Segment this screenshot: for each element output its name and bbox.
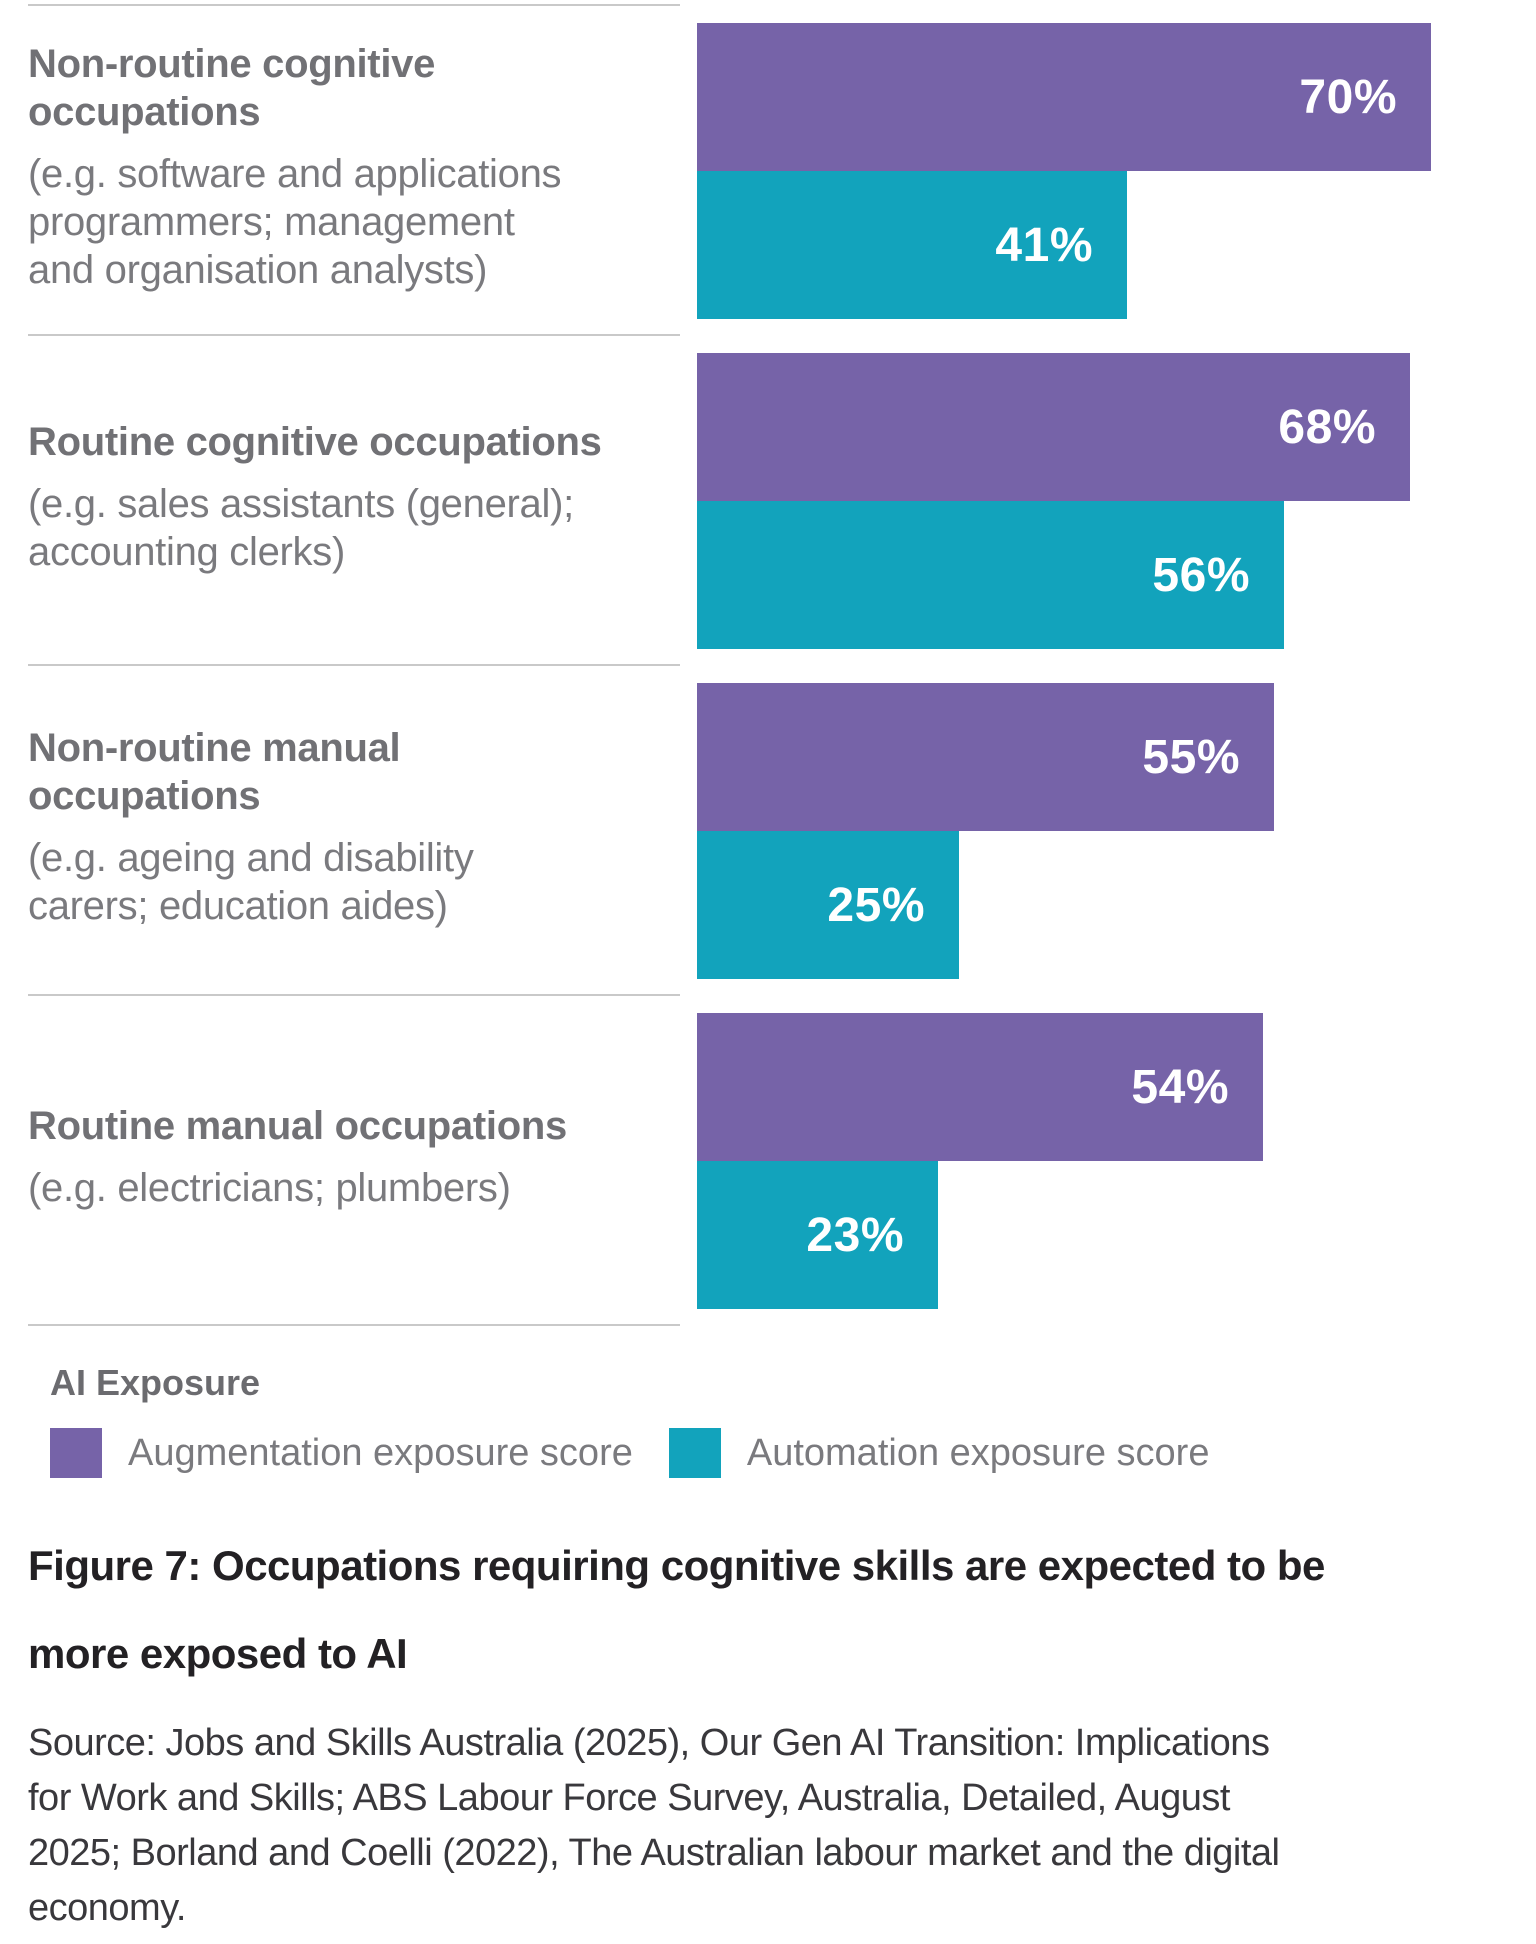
occupation-group-row: Non-routine cognitive occupations (e.g. s… xyxy=(28,4,1508,334)
automation-value-label: 25% xyxy=(827,878,925,932)
automation-bar: 56% xyxy=(697,501,1284,649)
augmentation-value-label: 68% xyxy=(1278,400,1376,454)
group-divider xyxy=(28,664,680,666)
augmentation-bar: 55% xyxy=(697,683,1274,831)
automation-value-label: 23% xyxy=(806,1208,904,1262)
legend-title: AI Exposure xyxy=(50,1362,261,1403)
category-title: Routine manual occupations xyxy=(28,1104,567,1148)
chart-groups: Non-routine cognitive occupations (e.g. s… xyxy=(28,4,1508,1324)
automation-bar: 25% xyxy=(697,831,959,979)
augmentation-bar: 68% xyxy=(697,353,1410,501)
category-title: Routine cognitive occupations xyxy=(28,420,602,464)
category-label: Non-routine manual occupations (e.g. agei… xyxy=(28,666,673,994)
legend-block: AI Exposure Augmentation exposure score … xyxy=(28,1362,1508,1478)
legend: Augmentation exposure score Automation e… xyxy=(50,1428,1508,1478)
category-label: Routine cognitive occupations (e.g. sale… xyxy=(28,336,673,664)
source-note-line: Source: Jobs and Skills Australia (2025)… xyxy=(28,1722,1270,1764)
legend-label-augmentation: Augmentation exposure score xyxy=(128,1431,633,1474)
augmentation-value-label: 54% xyxy=(1131,1060,1229,1114)
occupation-group-row: Routine manual occupations (e.g. electri… xyxy=(28,994,1508,1324)
source-note-line: economy. xyxy=(28,1887,186,1929)
legend-item-automation: Automation exposure score xyxy=(668,1428,1210,1478)
category-bars: 54% 23% xyxy=(673,996,1508,1324)
category-subtitle: (e.g. software and applications programme… xyxy=(28,152,562,292)
augmentation-value-label: 55% xyxy=(1142,730,1240,784)
source-note: Source: Jobs and Skills Australia (2025)… xyxy=(28,1716,1508,1936)
group-divider xyxy=(28,1324,680,1326)
group-divider xyxy=(28,334,680,336)
figure-caption: Figure 7: Occupations requiring cognitiv… xyxy=(28,1522,1508,1698)
occupation-group-row: Non-routine manual occupations (e.g. agei… xyxy=(28,664,1508,994)
category-bars: 70% 41% xyxy=(673,6,1508,334)
category-bars: 68% 56% xyxy=(673,336,1508,664)
augmentation-bar: 54% xyxy=(697,1013,1263,1161)
automation-value-label: 56% xyxy=(1152,548,1250,602)
category-subtitle: (e.g. ageing and disability carers; educa… xyxy=(28,836,474,928)
automation-bar: 41% xyxy=(697,171,1127,319)
category-subtitle: (e.g. sales assistants (general); account… xyxy=(28,482,574,574)
figure-caption-line: more exposed to AI xyxy=(28,1630,408,1677)
legend-swatch-automation-icon xyxy=(668,1428,721,1478)
category-bars: 55% 25% xyxy=(673,666,1508,994)
figure-caption-line: Figure 7: Occupations requiring cognitiv… xyxy=(28,1542,1325,1589)
occupation-group-row: Routine cognitive occupations (e.g. sale… xyxy=(28,334,1508,664)
augmentation-bar: 70% xyxy=(697,23,1431,171)
category-title: Non-routine manual occupations xyxy=(28,726,401,818)
legend-label-automation: Automation exposure score xyxy=(746,1431,1210,1474)
automation-bar: 23% xyxy=(697,1161,938,1309)
source-note-line: 2025; Borland and Coelli (2022), The Aus… xyxy=(28,1832,1280,1874)
category-subtitle: (e.g. electricians; plumbers) xyxy=(28,1166,511,1210)
group-divider xyxy=(28,4,680,6)
category-label: Routine manual occupations (e.g. electri… xyxy=(28,996,673,1324)
group-divider xyxy=(28,994,680,996)
source-note-line: for Work and Skills; ABS Labour Force Su… xyxy=(28,1777,1230,1819)
category-title: Non-routine cognitive occupations xyxy=(28,42,436,134)
augmentation-value-label: 70% xyxy=(1299,70,1397,124)
automation-value-label: 41% xyxy=(995,218,1093,272)
legend-item-augmentation: Augmentation exposure score xyxy=(50,1428,633,1478)
category-label: Non-routine cognitive occupations (e.g. s… xyxy=(28,6,673,334)
legend-swatch-augmentation-icon xyxy=(50,1428,102,1478)
